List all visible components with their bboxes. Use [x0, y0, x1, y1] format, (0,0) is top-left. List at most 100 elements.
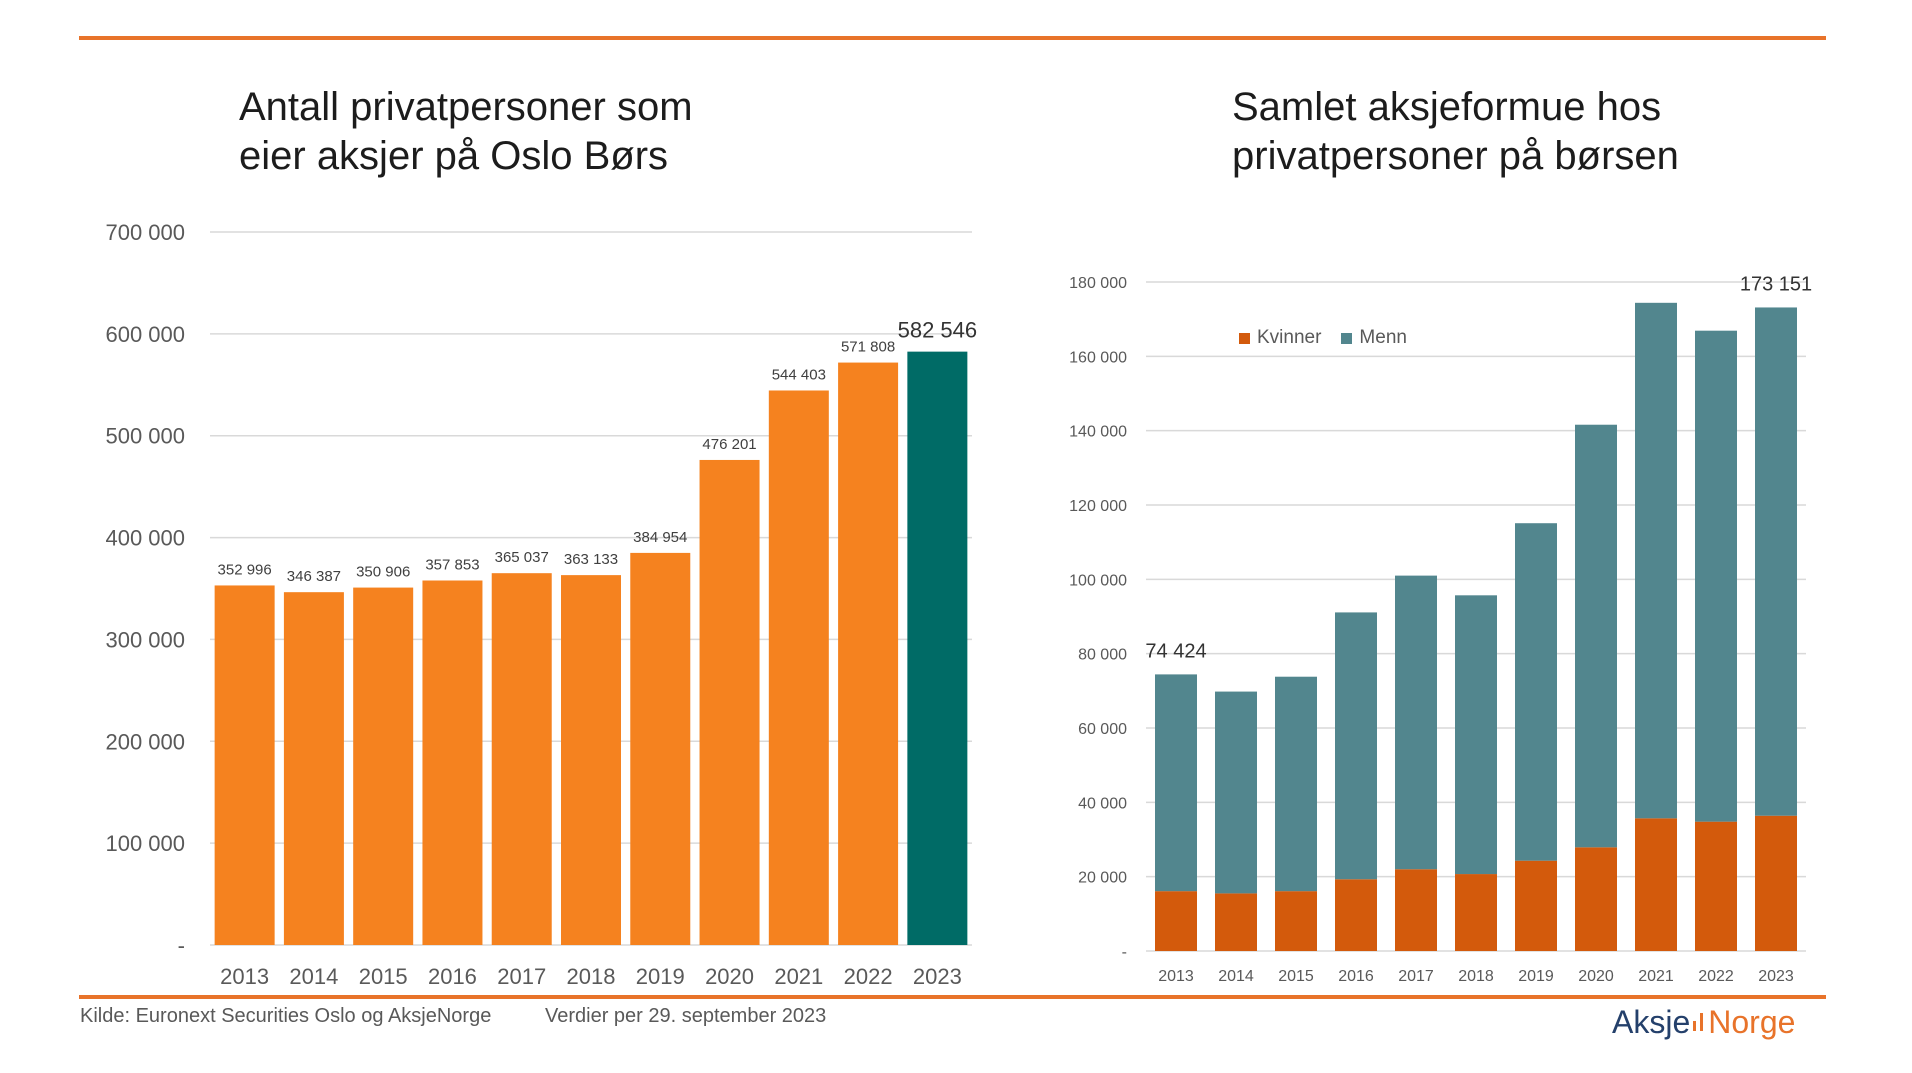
- bar-value-label-2023: 582 546: [898, 318, 978, 343]
- bar-2015: [353, 587, 414, 945]
- x-tick-label-2021: 2021: [774, 964, 823, 989]
- x-tick-label-2016: 2016: [428, 964, 477, 989]
- x-tick-label-2019: 2019: [636, 964, 685, 989]
- x-tick-label-2015: 2015: [1278, 968, 1314, 985]
- left-chart-title-line-1: Antall privatpersoner som: [239, 85, 693, 129]
- bar-menn-2015: [1275, 676, 1317, 892]
- bar-value-label-2021: 544 403: [772, 366, 826, 383]
- legend-item-menn: Menn: [1341, 326, 1407, 350]
- y-tick-label-120000: 120 000: [1069, 498, 1127, 515]
- x-tick-label-2019: 2019: [1518, 968, 1554, 985]
- bar-menn-2021: [1635, 302, 1677, 819]
- date-note: Verdier per 29. september 2023: [545, 1005, 827, 1027]
- bar-menn-2016: [1335, 612, 1377, 880]
- y-tick-label-20000: 20 000: [1078, 870, 1127, 887]
- x-tick-label-2020: 2020: [1578, 968, 1614, 985]
- legend-label-kvinner: Kvinner: [1257, 327, 1322, 348]
- bar-2019: [630, 552, 691, 945]
- y-tick-label-500000: 500 000: [105, 424, 185, 449]
- logo-text-norge: Norge: [1708, 1004, 1796, 1040]
- bar-2020: [699, 459, 760, 945]
- x-tick-label-2014: 2014: [1218, 968, 1254, 985]
- x-tick-label-2018: 2018: [567, 964, 616, 989]
- y-tick-label-160000: 160 000: [1069, 349, 1127, 366]
- bar-2016: [422, 580, 483, 945]
- y-tick-label-600000: 600 000: [105, 322, 185, 347]
- bar-2018: [561, 575, 621, 945]
- x-tick-label-2017: 2017: [1398, 968, 1434, 985]
- y-tick-label-100000: 100 000: [1069, 572, 1127, 589]
- bar-kvinner-2018: [1455, 874, 1497, 951]
- x-tick-label-2015: 2015: [359, 964, 408, 989]
- bar-kvinner-2020: [1575, 847, 1617, 951]
- y-tick-label-400000: 400 000: [105, 526, 185, 551]
- legend-item-kvinner: Kvinner: [1239, 326, 1321, 350]
- bar-kvinner-2019: [1515, 860, 1557, 951]
- bar-2022: [838, 362, 899, 945]
- y-tick-label-0: -: [1122, 944, 1127, 961]
- bar-value-label-2022: 571 808: [841, 339, 895, 356]
- bar-kvinner-2023: [1755, 815, 1797, 951]
- x-tick-label-2023: 2023: [913, 964, 962, 989]
- x-tick-label-2020: 2020: [705, 964, 754, 989]
- x-tick-label-2014: 2014: [289, 964, 338, 989]
- bar-value-label-2018: 363 133: [564, 551, 618, 568]
- bar-2014: [283, 592, 344, 945]
- x-tick-label-2022: 2022: [844, 964, 893, 989]
- bar-value-label-2017: 365 037: [495, 549, 549, 566]
- bar-value-label-2013: 352 996: [218, 561, 272, 578]
- y-tick-label-80000: 80 000: [1078, 647, 1127, 664]
- right-chart: - 20 000 40 000 60 000 80 000 100 000 120 000 1…: [1069, 273, 1812, 985]
- bar-kvinner-2016: [1335, 879, 1377, 951]
- x-tick-label-2013: 2013: [220, 964, 269, 989]
- x-tick-label-2021: 2021: [1638, 968, 1674, 985]
- bar-menn-2017: [1395, 575, 1437, 870]
- y-tick-label-300000: 300 000: [105, 627, 185, 652]
- logo-separator-icon: [1693, 1013, 1704, 1031]
- y-tick-label-200000: 200 000: [105, 729, 185, 754]
- bar-value-label-2016: 357 853: [425, 557, 479, 574]
- top-rule: [79, 36, 1826, 40]
- left-chart: - 100 000 200 000 300 000 400 000 500 000 600 …: [105, 220, 977, 989]
- right-chart-title-line-1: Samlet aksjeformue hos: [1232, 85, 1662, 129]
- y-tick-label-180000: 180 000: [1069, 275, 1127, 292]
- y-tick-label-0: -: [178, 933, 185, 958]
- bar-menn-2023: [1755, 307, 1797, 816]
- x-tick-label-2018: 2018: [1458, 968, 1494, 985]
- bar-menn-2022: [1695, 330, 1737, 822]
- bar-kvinner-2013: [1155, 891, 1197, 951]
- bar-value-label-2020: 476 201: [702, 436, 756, 453]
- y-tick-label-700000: 700 000: [105, 220, 185, 245]
- x-tick-label-2022: 2022: [1698, 968, 1734, 985]
- legend-swatch-menn: [1341, 332, 1353, 344]
- bar-2023: [907, 351, 968, 946]
- y-tick-label-100000: 100 000: [105, 831, 185, 856]
- bar-value-label-2015: 350 906: [356, 564, 410, 581]
- bar-2017: [491, 573, 552, 945]
- bar-2013: [214, 585, 275, 945]
- bar-kvinner-2021: [1635, 818, 1677, 951]
- y-tick-label-40000: 40 000: [1078, 795, 1127, 812]
- bar-menn-2020: [1575, 424, 1617, 848]
- bar-menn-2014: [1215, 691, 1257, 894]
- legend-label-menn: Menn: [1359, 327, 1407, 348]
- left-chart-title: Antall privatpersoner som eier aksjer på…: [239, 83, 693, 181]
- right-chart-title: Samlet aksjeformue hos privatpersoner på…: [1232, 83, 1679, 181]
- bar-menn-2018: [1455, 595, 1497, 875]
- y-tick-label-140000: 140 000: [1069, 424, 1127, 441]
- source-note: Kilde: Euronext Securities Oslo og Aksje…: [80, 1005, 492, 1027]
- bar-value-label-2014: 346 387: [287, 568, 341, 585]
- bar-2021: [768, 390, 829, 945]
- bottom-rule: [79, 995, 1826, 999]
- x-tick-label-2016: 2016: [1338, 968, 1374, 985]
- right-chart-legend: Kvinner Menn: [1239, 326, 1427, 350]
- bar-kvinner-2022: [1695, 821, 1737, 951]
- x-tick-label-2023: 2023: [1758, 968, 1794, 985]
- bar-kvinner-2015: [1275, 891, 1317, 951]
- bar-kvinner-2014: [1215, 893, 1257, 951]
- left-chart-title-line-2: eier aksjer på Oslo Børs: [239, 134, 669, 178]
- x-tick-label-2017: 2017: [497, 964, 546, 989]
- y-tick-label-60000: 60 000: [1078, 721, 1127, 738]
- total-label-2013: 74 424: [1145, 640, 1206, 662]
